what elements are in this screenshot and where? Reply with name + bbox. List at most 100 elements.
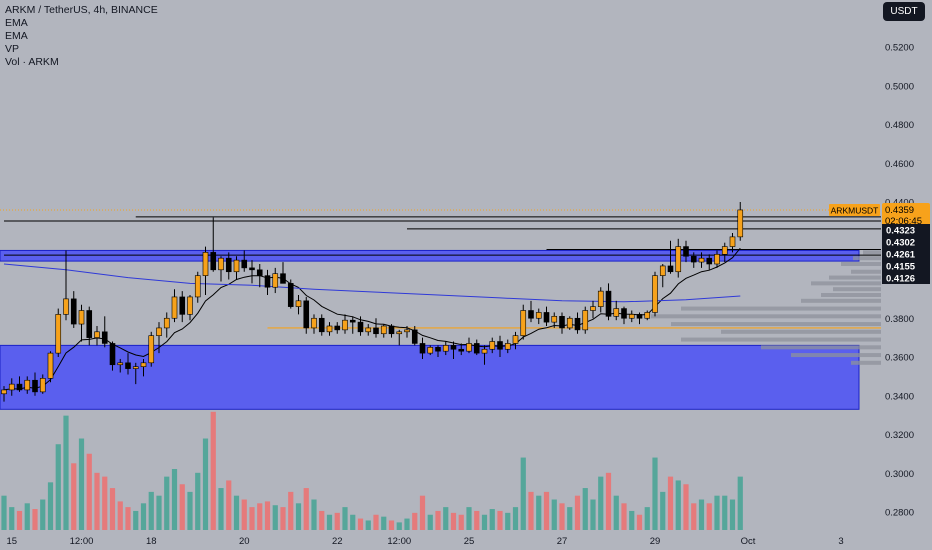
candle — [218, 256, 224, 282]
candle-body — [218, 257, 224, 271]
indicator-volume[interactable]: Vol · ARKM — [5, 56, 59, 68]
candle — [535, 308, 542, 325]
volume-bar — [133, 510, 139, 530]
candle — [419, 337, 426, 359]
volume-bar — [109, 488, 116, 530]
candle — [667, 240, 674, 274]
candle-body — [729, 236, 736, 247]
level-price-label-bg — [882, 248, 930, 260]
volume-bar — [117, 501, 123, 530]
volume-bar — [427, 514, 433, 530]
candle — [163, 312, 170, 338]
volume-bar — [582, 488, 588, 530]
time-tick-label: 29 — [650, 536, 661, 547]
candle — [690, 252, 697, 268]
price-tick-label: 0.3200 — [885, 430, 914, 441]
candle — [272, 267, 279, 294]
candle-body — [388, 325, 395, 335]
volume-bar — [621, 503, 627, 530]
candle — [706, 254, 713, 270]
candle — [489, 337, 496, 354]
volume-bar — [691, 503, 697, 530]
candle — [481, 345, 488, 365]
candle-body — [163, 317, 170, 329]
volume-bar — [342, 507, 348, 530]
candle — [303, 296, 310, 334]
level-price-label: 0.4126 — [886, 274, 915, 285]
candle — [628, 310, 635, 323]
volume-bar — [388, 520, 395, 530]
volume-bar — [373, 514, 379, 530]
candle — [365, 324, 372, 336]
candle — [357, 316, 364, 336]
candle-body — [683, 246, 689, 257]
level-price-label-bg — [882, 236, 930, 248]
candle — [504, 339, 511, 354]
candle-body — [435, 347, 441, 352]
candle — [543, 306, 550, 326]
vp-bar — [681, 337, 881, 342]
candle-body — [597, 290, 604, 307]
candle-body — [241, 259, 248, 269]
volume-bar — [706, 503, 712, 530]
candle — [117, 358, 124, 373]
candle-body — [675, 246, 682, 273]
vp-bar — [853, 256, 881, 261]
candle — [249, 260, 255, 284]
candle — [280, 262, 286, 284]
symbol-title[interactable]: ARKM / TetherUS, 4h, BINANCE — [5, 4, 158, 16]
volume-bar — [543, 491, 550, 530]
candle-body — [520, 310, 527, 336]
volume-bar — [102, 476, 108, 530]
price-tick-label: 0.4800 — [885, 120, 914, 131]
indicator-ema-2[interactable]: EMA — [5, 30, 28, 42]
volume-bar — [63, 415, 69, 530]
candle — [311, 314, 317, 334]
level-price-label-bg — [882, 224, 930, 236]
candle — [47, 351, 54, 383]
candle-body — [628, 314, 635, 319]
price-tick-label: 0.3600 — [885, 353, 914, 364]
volume-bar — [574, 495, 581, 530]
candle-body — [70, 298, 77, 325]
countdown-label: 02:06:45 — [885, 216, 922, 227]
candle — [729, 233, 736, 253]
volume-bar — [559, 503, 565, 530]
candle — [24, 376, 31, 394]
volume-bar — [202, 438, 209, 530]
candle-body — [63, 298, 69, 315]
volume-bar — [458, 514, 464, 530]
candle-body — [117, 362, 124, 366]
candle — [101, 316, 108, 348]
candle — [125, 353, 131, 375]
volume-bar — [156, 495, 162, 530]
candle-body — [39, 378, 46, 393]
candle — [411, 326, 418, 346]
candle — [78, 304, 85, 342]
time-tick-label: 18 — [146, 536, 157, 547]
volume-bar — [272, 505, 278, 530]
candle-body — [380, 325, 387, 335]
indicator-ema-1[interactable]: EMA — [5, 17, 28, 29]
vp-bar — [833, 287, 881, 292]
indicator-vp[interactable]: VP — [5, 43, 20, 55]
candle — [32, 372, 38, 396]
volume-bar — [412, 512, 418, 530]
candle — [442, 341, 449, 356]
candle — [380, 324, 387, 338]
volume-bars — [1, 411, 743, 530]
time-tick-label: 12:00 — [387, 536, 411, 547]
vp-bar — [761, 345, 881, 350]
candle-body — [140, 362, 147, 367]
candle-body — [342, 319, 348, 331]
volume-bar — [466, 507, 472, 530]
volume-bar — [404, 518, 410, 530]
price-tick-label: 0.2800 — [885, 508, 914, 519]
time-tick-label: 20 — [239, 536, 250, 547]
currency-button[interactable]: USDT — [883, 2, 925, 21]
volume-bar — [140, 503, 147, 530]
candle — [597, 287, 604, 313]
candle-body — [132, 366, 139, 369]
candle-body — [225, 257, 232, 273]
